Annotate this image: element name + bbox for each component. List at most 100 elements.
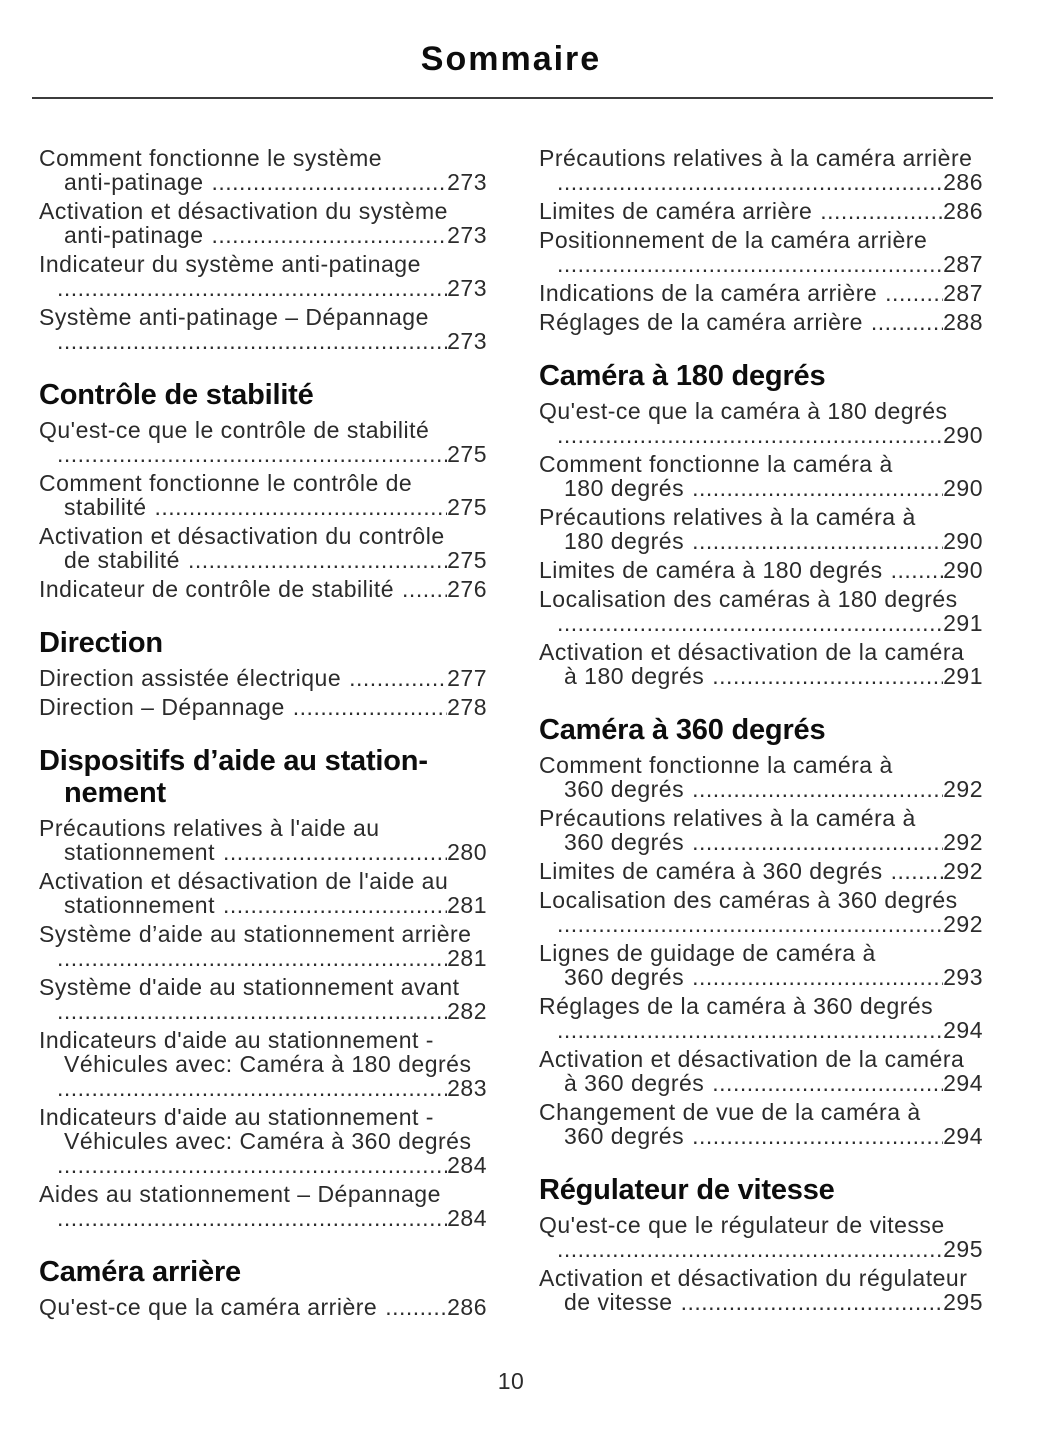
entry-line: 360 degrés 292 (539, 830, 983, 854)
entry-line: Qu'est-ce que le contrôle de stabilité (39, 418, 487, 442)
entry-page-number: 273 (447, 275, 487, 301)
entry-line: Réglages de la caméra à 360 degrés (539, 994, 983, 1018)
entry-page-number: 280 (447, 839, 487, 865)
section-heading-line: Caméra à 180 degrés (539, 360, 826, 392)
entry-text: Précautions relatives à l'aide au (39, 815, 380, 841)
entry-line: Changement de vue de la caméra à (539, 1100, 983, 1124)
entry-line: stationnement 280 (39, 840, 487, 864)
toc-column-left: Comment fonctionne le système anti-patina… (39, 146, 487, 1324)
entry-line: Comment fonctionne le système (39, 146, 487, 170)
entry-page-number: 282 (447, 998, 487, 1024)
entry-text: Comment fonctionne le contrôle de (39, 470, 413, 496)
entry-line: Précautions relatives à la caméra à (539, 806, 983, 830)
toc-entry: Qu'est-ce que la caméra à 180 degrés290 (539, 399, 983, 447)
toc-entry: Activation et désactivation de la caméra… (539, 1047, 983, 1095)
entry-page-number: 278 (447, 694, 487, 720)
entry-line: Véhicules avec: Caméra à 180 degrés (39, 1052, 487, 1076)
entry-page-number: 295 (943, 1236, 983, 1262)
dot-leader (349, 666, 447, 690)
entry-line: Système d'aide au stationnement avant (39, 975, 487, 999)
entry-text: Direction – Dépannage (39, 694, 285, 720)
toc-columns: Comment fonctionne le système anti-patina… (39, 146, 1055, 1324)
entry-line: Activation et désactivation de la caméra (539, 1047, 983, 1071)
entry-line: 180 degrés 290 (539, 529, 983, 553)
entry-line: 292 (539, 912, 983, 936)
entry-line: 284 (39, 1206, 487, 1230)
entry-page-number: 292 (943, 911, 983, 937)
toc-entry: Changement de vue de la caméra à 360 degr… (539, 1100, 983, 1148)
entry-line: Localisation des caméras à 360 degrés (539, 888, 983, 912)
entry-page-number: 294 (943, 1070, 983, 1096)
entry-text: Activation et désactivation de la caméra (539, 1046, 965, 1072)
entry-page-number: 273 (447, 222, 487, 248)
toc-entry: Comment fonctionne la caméra à 180 degrés… (539, 452, 983, 500)
toc-entry: Précautions relatives à la caméra arrièr… (539, 146, 983, 194)
entry-line: Aides au stationnement – Dépannage (39, 1182, 487, 1206)
dot-leader (188, 548, 447, 572)
entry-line: 273 (39, 276, 487, 300)
toc-entry: Indicateur du système anti-patinage 273 (39, 252, 487, 300)
entry-text: à 180 degrés (564, 663, 705, 689)
entry-line: 360 degrés 293 (539, 965, 983, 989)
entry-text: Changement de vue de la caméra à (539, 1099, 921, 1125)
entry-text: Qu'est-ce que la caméra à 180 degrés (539, 398, 948, 424)
toc-entry: Activation et désactivation du système an… (39, 199, 487, 247)
dot-leader (692, 777, 943, 801)
toc-entry: Réglages de la caméra à 360 degrés 294 (539, 994, 983, 1042)
entry-page-number: 273 (447, 328, 487, 354)
entry-page-number: 292 (943, 858, 983, 884)
dot-leader (57, 276, 447, 300)
entry-text: Activation et désactivation du système (39, 198, 448, 224)
dot-leader (57, 999, 447, 1023)
toc-entry: Activation et désactivation du contrôle d… (39, 524, 487, 572)
dot-leader (212, 170, 448, 194)
entry-line: 291 (539, 611, 983, 635)
toc-entry: Système d’aide au stationnement arrière2… (39, 922, 487, 970)
section-heading: Caméra à 360 degrés (539, 714, 983, 746)
entry-line: 290 (539, 423, 983, 447)
toc-entry: Limites de caméra à 180 degrés 290 (539, 558, 983, 582)
entry-line: stabilité 275 (39, 495, 487, 519)
entry-line: Précautions relatives à la caméra à (539, 505, 983, 529)
dot-leader (57, 1153, 447, 1177)
entry-line: 180 degrés 290 (539, 476, 983, 500)
entry-text: Indicateurs d'aide au stationnement - (39, 1104, 434, 1130)
entry-text: Réglages de la caméra à 360 degrés (539, 993, 934, 1019)
toc-entry: Positionnement de la caméra arrière 287 (539, 228, 983, 276)
entry-line: Comment fonctionne la caméra à (539, 452, 983, 476)
entry-line: 294 (539, 1018, 983, 1042)
entry-text: 180 degrés (564, 528, 685, 554)
toc-column-right: Précautions relatives à la caméra arrièr… (539, 146, 983, 1324)
entry-line: Activation et désactivation de la caméra (539, 640, 983, 664)
entry-text: Limites de caméra à 360 degrés (539, 858, 883, 884)
entry-page-number: 284 (447, 1152, 487, 1178)
dot-leader (223, 840, 447, 864)
section-heading-line: Régulateur de vitesse (539, 1174, 835, 1206)
entry-line: Indicateur du système anti-patinage (39, 252, 487, 276)
toc-entry: Indicateurs d'aide au stationnement - Véh… (39, 1028, 487, 1100)
entry-text: Limites de caméra arrière (539, 198, 813, 224)
entry-page-number: 276 (447, 576, 487, 602)
entry-text: Véhicules avec: Caméra à 180 degrés (64, 1051, 472, 1077)
entry-line: anti-patinage 273 (39, 170, 487, 194)
entry-line: Lignes de guidage de caméra à (539, 941, 983, 965)
entry-text: 360 degrés (564, 964, 685, 990)
entry-line: Qu'est-ce que le régulateur de vitesse (539, 1213, 983, 1237)
entry-line: Système anti-patinage – Dépannage (39, 305, 487, 329)
entry-page-number: 275 (447, 547, 487, 573)
entry-page-number: 290 (943, 557, 983, 583)
toc-entry: Comment fonctionne le contrôle de stabili… (39, 471, 487, 519)
page-title: Sommaire (420, 40, 602, 78)
entry-page-number: 287 (943, 280, 983, 306)
entry-page-number: 295 (943, 1289, 983, 1315)
section-heading: Dispositifs d’aide au station-nement (39, 745, 487, 809)
entry-text: à 360 degrés (564, 1070, 705, 1096)
entry-line: Limites de caméra à 180 degrés 290 (539, 558, 983, 582)
dot-leader (681, 1290, 944, 1314)
entry-text: 360 degrés (564, 1123, 685, 1149)
entry-page-number: 294 (943, 1017, 983, 1043)
page-number-footer: 10 (497, 1368, 525, 1394)
entry-page-number: 275 (447, 494, 487, 520)
entry-line: 275 (39, 442, 487, 466)
